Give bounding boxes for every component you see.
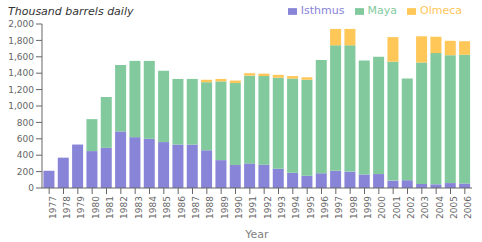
svg-text:1,000: 1,000 [8,101,34,111]
svg-text:2002: 2002 [406,196,416,219]
svg-text:2,000: 2,000 [8,19,34,29]
svg-text:2001: 2001 [392,196,402,219]
svg-text:1979: 1979 [76,196,86,219]
svg-text:1984: 1984 [148,196,158,219]
svg-text:1978: 1978 [62,196,72,219]
svg-text:1988: 1988 [205,196,215,219]
svg-text:1977: 1977 [48,196,58,219]
svg-text:1998: 1998 [349,196,359,219]
svg-text:1,200: 1,200 [8,85,34,95]
svg-text:1987: 1987 [191,196,201,219]
svg-text:2004: 2004 [435,196,445,219]
svg-text:2003: 2003 [420,196,430,219]
html-text:Maya: Maya [367,4,397,17]
svg-text:1996: 1996 [320,196,330,219]
svg-text:1986: 1986 [177,196,187,219]
svg-text:600: 600 [17,134,34,144]
svg-text:400: 400 [17,150,34,160]
svg-text:200: 200 [17,167,34,177]
svg-text:1983: 1983 [134,196,144,219]
html-text:Olmeca: Olmeca [420,4,462,17]
svg-text:1995: 1995 [306,196,316,219]
svg-text:2005: 2005 [449,196,459,219]
html-text:Thousand barrels daily: Thousand barrels daily [8,5,134,18]
svg-text:1,400: 1,400 [8,68,34,78]
svg-text:1985: 1985 [162,196,172,219]
svg-text:1982: 1982 [119,196,129,219]
svg-text:1989: 1989 [220,196,230,219]
svg-text:1,800: 1,800 [8,36,34,46]
svg-text:1992: 1992 [263,196,273,219]
svg-text:1,600: 1,600 [8,52,34,62]
svg-text:0: 0 [28,183,34,193]
svg-text:1999: 1999 [363,196,373,219]
svg-text:Year: Year [244,228,269,241]
svg-text:1990: 1990 [234,196,244,219]
svg-text:2006: 2006 [463,196,473,219]
svg-text:1997: 1997 [334,196,344,219]
svg-text:1993: 1993 [277,196,287,219]
svg-text:1981: 1981 [105,196,115,219]
svg-text:1994: 1994 [291,196,301,219]
html-text:Isthmus: Isthmus [300,4,345,17]
svg-text:800: 800 [17,118,34,128]
svg-text:1991: 1991 [248,196,258,219]
svg-text:2000: 2000 [377,196,387,219]
svg-text:1980: 1980 [91,196,101,219]
